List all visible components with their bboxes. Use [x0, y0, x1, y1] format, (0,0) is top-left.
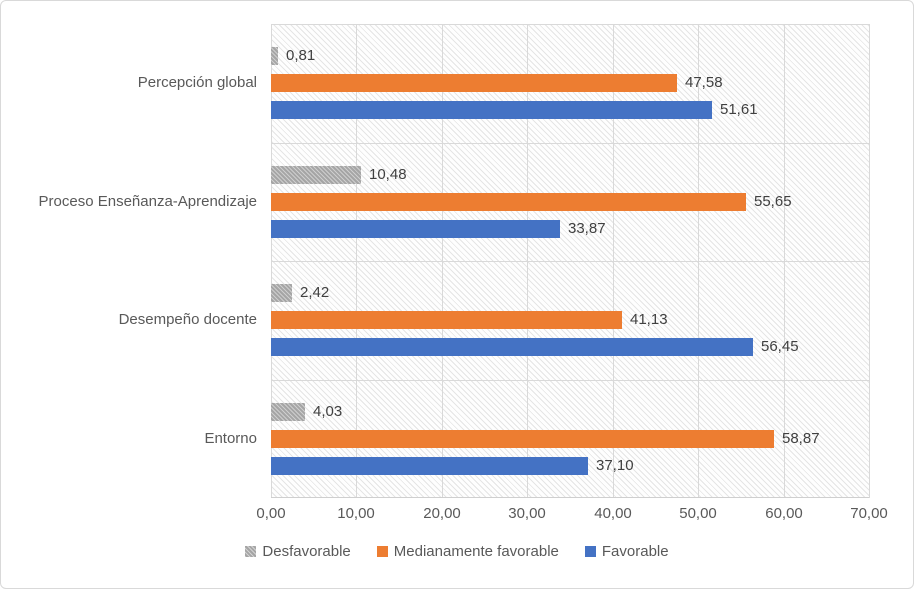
bar-value-label: 0,81: [286, 47, 316, 64]
legend-label: Favorable: [601, 543, 669, 560]
bar-value-label: 56,45: [761, 338, 799, 355]
x-axis-line: [271, 497, 869, 498]
bar-value-label: 58,87: [782, 430, 820, 447]
category-label: Entorno: [204, 430, 257, 447]
bar: [271, 101, 712, 119]
legend-swatch: [245, 546, 257, 557]
legend-label: Desfavorable: [262, 543, 351, 560]
bar: [271, 430, 774, 448]
legend-item: Favorable: [584, 543, 669, 560]
x-tick-label: 0,00: [256, 505, 286, 522]
x-tick-label: 70,00: [850, 505, 888, 522]
category-label: Percepción global: [137, 74, 257, 91]
category-label: Proceso Enseñanza-Aprendizaje: [38, 193, 257, 210]
gridline-horizontal: [271, 380, 869, 381]
gridline-vertical: [869, 24, 870, 498]
bar-value-label: 55,65: [754, 193, 792, 210]
x-axis: 0,00 10,00 20,00 30,00 40,00 50,00 60,00 70,00: [256, 504, 887, 526]
x-tick-label: 50,00: [679, 505, 717, 522]
bar: [271, 220, 560, 238]
bar-value-label: 41,13: [630, 311, 668, 328]
x-tick-label: 10,00: [337, 505, 375, 522]
bar: [271, 338, 753, 356]
gridline-horizontal: [271, 24, 869, 25]
bar: [271, 166, 361, 184]
category-axis: Percepción global Proceso Enseñanza-Apren…: [1, 24, 257, 498]
x-tick-label: 30,00: [508, 505, 546, 522]
bar: [271, 403, 305, 421]
bar: [271, 284, 292, 302]
bar-value-label: 51,61: [720, 101, 758, 118]
x-tick-label: 40,00: [594, 505, 632, 522]
bar-value-label: 4,03: [313, 403, 343, 420]
bar: [271, 74, 677, 92]
bar: [271, 457, 588, 475]
legend-label: Medianamente favorable: [393, 543, 559, 560]
legend-swatch: [376, 546, 388, 557]
legend-item: Medianamente favorable: [376, 543, 559, 560]
gridline-horizontal: [271, 143, 869, 144]
plot-area: 0,81 47,58 51,61 10,48 55,65 33,87 2,42 41,13 56…: [271, 24, 870, 498]
bar-value-label: 33,87: [568, 220, 606, 237]
legend-item: Desfavorable: [245, 543, 351, 560]
gridline-horizontal: [271, 261, 869, 262]
bar-value-label: 37,10: [596, 457, 634, 474]
bar: [271, 193, 746, 211]
x-tick-label: 20,00: [423, 505, 461, 522]
bar-value-label: 10,48: [369, 166, 407, 183]
bar: [271, 47, 278, 65]
legend-swatch: [584, 546, 596, 557]
bar: [271, 311, 622, 329]
legend: Desfavorable Medianamente favorable Favora…: [1, 543, 913, 560]
bar-value-label: 47,58: [685, 74, 723, 91]
x-tick-label: 60,00: [765, 505, 803, 522]
bar-value-label: 2,42: [300, 284, 330, 301]
category-label: Desempeño docente: [118, 311, 257, 328]
